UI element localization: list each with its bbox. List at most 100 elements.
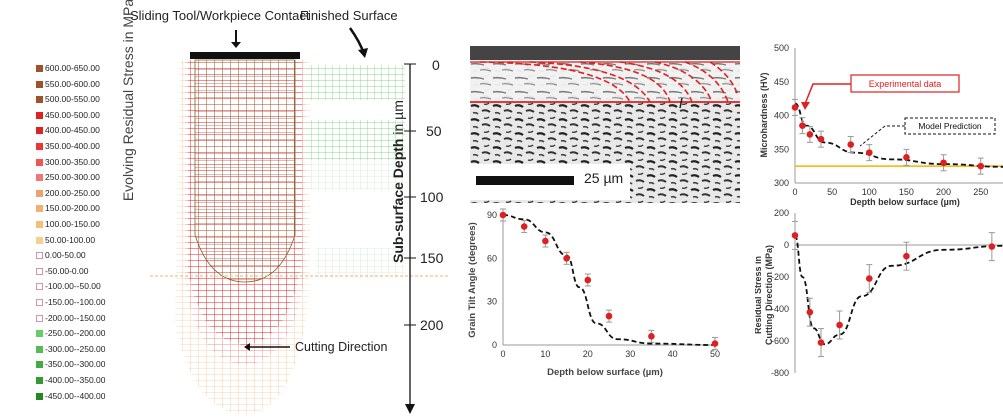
- x-tick-label: 20: [583, 349, 593, 359]
- x-tick-label: 50: [827, 187, 837, 197]
- legend-item: 100.00-150.00: [36, 219, 100, 229]
- legend-item: 500.00-550.00: [36, 94, 100, 104]
- model-box: [904, 117, 996, 135]
- legend-item: 150.00-200.00: [36, 203, 100, 213]
- legend-swatch: [36, 80, 43, 88]
- legend-swatch: [36, 314, 43, 322]
- legend-swatch: [36, 111, 43, 119]
- x-tick-label: 30: [625, 349, 635, 359]
- model-pointer: [859, 125, 905, 147]
- legend-label: -50.00-0.00: [45, 265, 89, 276]
- legend-label: 450.00-500.00: [45, 109, 100, 120]
- legend-label: 600.00-650.00: [45, 63, 100, 73]
- x-tick-label: 100: [862, 187, 877, 197]
- y-tick-label: 450: [774, 77, 789, 87]
- y-axis-label: Grain Tilt Angle (degrees): [467, 222, 478, 338]
- data-point: [847, 141, 855, 148]
- experimental-label: Experimental data: [869, 79, 942, 89]
- legend-item: -250.00--200.00: [36, 328, 106, 338]
- stress-mesh-diagram: [150, 27, 450, 415]
- legend-swatch: [36, 361, 43, 369]
- data-point: [499, 211, 507, 219]
- legend-label: 400.00-450.00: [45, 125, 100, 136]
- y-tick-label: 30: [487, 297, 497, 307]
- legend-swatch: [36, 221, 43, 228]
- legend-item: -100.00--50.00: [36, 281, 101, 291]
- legend-item: 350.00-400.00: [36, 141, 100, 151]
- data-point: [806, 131, 814, 138]
- data-point: [836, 321, 843, 329]
- legend-item: 250.00-300.00: [36, 172, 100, 182]
- y-tick-label: 90: [487, 210, 497, 220]
- data-point: [791, 232, 799, 239]
- legend-item: 50.00-100.00: [36, 235, 95, 245]
- data-point: [903, 252, 910, 260]
- legend-item: -400.00--350.00: [36, 375, 106, 385]
- model-label: Model Prediction: [918, 121, 982, 131]
- residual-stress-chart: 200 0 -200 -400 -600 -800 Residual Stress in Cu…: [755, 208, 1003, 378]
- cutting-direction-label: Cutting Direction: [295, 340, 388, 354]
- legend-title: Evolving Residual Stress in MPa: [120, 0, 136, 202]
- legend-item: 600.00-650.00: [36, 63, 100, 73]
- x-tick-label: 40: [668, 349, 678, 359]
- data-point: [817, 339, 825, 346]
- legend-swatch: [36, 345, 43, 353]
- x-tick-label: 50: [710, 349, 720, 359]
- y-tick-label: 60: [487, 253, 497, 263]
- data-point: [977, 162, 985, 170]
- legend-label: 300.00-350.00: [45, 156, 100, 167]
- legend-label: -400.00--350.00: [45, 375, 106, 385]
- y-axis-label-line1: Residual Stress in: [755, 256, 763, 334]
- x-tick-label: 150: [899, 187, 914, 197]
- legend-label: -250.00--200.00: [45, 328, 106, 339]
- contact-label: Sliding Tool/Workpiece Contact: [130, 8, 310, 23]
- legend-label: 150.00-200.00: [45, 203, 100, 214]
- model-curve: [502, 214, 716, 346]
- model-curve: [794, 102, 1003, 168]
- experimental-pointer: [804, 83, 851, 105]
- data-point: [791, 104, 799, 111]
- legend-label: 0.00-50.00: [45, 250, 86, 261]
- legend-item: 450.00-500.00: [36, 110, 100, 120]
- legend-swatch: [36, 96, 43, 104]
- legend-label: 550.00-600.00: [45, 78, 100, 89]
- legend-swatch: [36, 205, 43, 213]
- depth-tick-150: 150: [420, 250, 444, 266]
- data-point: [865, 275, 873, 282]
- micrograph-top-band: [470, 46, 740, 60]
- y-axis-label: Microhardness (HV): [759, 72, 769, 157]
- legend-item: -200.00--150.00: [36, 313, 106, 323]
- data-point: [865, 149, 873, 156]
- data-point: [542, 237, 549, 245]
- experimental-arrowhead: [801, 102, 810, 110]
- data-point: [799, 122, 806, 129]
- scale-bar-label: 25 µm: [584, 170, 624, 186]
- y-tick-label: 300: [774, 178, 789, 188]
- y-tick-label: -200: [771, 272, 789, 282]
- y-tick-label: -400: [771, 304, 789, 314]
- legend-swatch: [36, 283, 43, 291]
- y-tick-label: 500: [774, 43, 789, 53]
- legend-swatch: [36, 377, 43, 384]
- legend-swatch: [36, 330, 43, 338]
- depth-tick-50: 50: [426, 123, 442, 139]
- x-tick-label: 250: [973, 187, 988, 197]
- legend-swatch: [36, 189, 43, 197]
- legend-item: -450.00--400.00: [36, 391, 106, 401]
- legend-label: -100.00--50.00: [45, 281, 101, 292]
- y-tick-label: 200: [774, 208, 789, 218]
- data-point: [806, 308, 814, 316]
- legend-swatch: [36, 392, 43, 400]
- legend-label: -150.00--100.00: [45, 297, 106, 307]
- x-axis-label: Depth below surface (µm): [547, 367, 663, 378]
- data-point: [605, 312, 613, 320]
- legend-item: -300.00--250.00: [36, 344, 106, 354]
- x-tick-label: 0: [500, 349, 505, 359]
- data-point: [817, 135, 825, 143]
- micrograph-image: [470, 46, 740, 203]
- legend-swatch: [36, 127, 43, 135]
- legend-item: 550.00-600.00: [36, 79, 100, 89]
- legend-swatch: [36, 143, 43, 150]
- depth-tick-0: 0: [432, 57, 440, 73]
- depth-tick-100: 100: [420, 189, 444, 205]
